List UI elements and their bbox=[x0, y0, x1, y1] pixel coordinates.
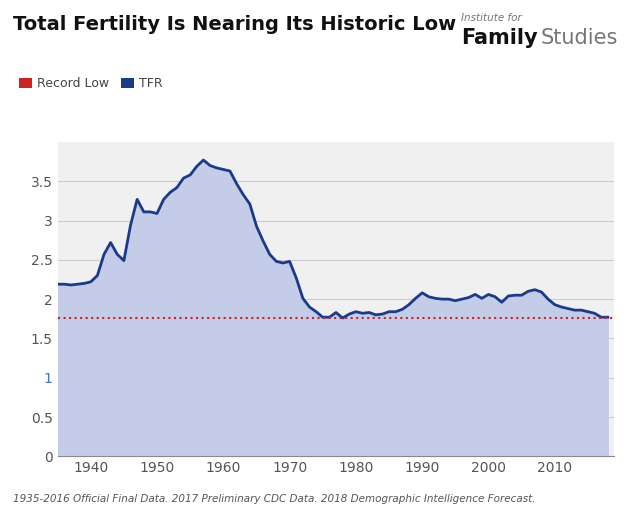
Text: 1935-2016 Official Final Data. 2017 Preliminary CDC Data. 2018 Demographic Intel: 1935-2016 Official Final Data. 2017 Prel… bbox=[13, 494, 535, 504]
Text: Family: Family bbox=[461, 28, 538, 48]
Text: Total Fertility Is Nearing Its Historic Low: Total Fertility Is Nearing Its Historic … bbox=[13, 15, 456, 34]
Text: Studies: Studies bbox=[541, 28, 618, 48]
Text: Institute for: Institute for bbox=[461, 13, 522, 23]
Legend: Record Low, TFR: Record Low, TFR bbox=[19, 77, 163, 90]
